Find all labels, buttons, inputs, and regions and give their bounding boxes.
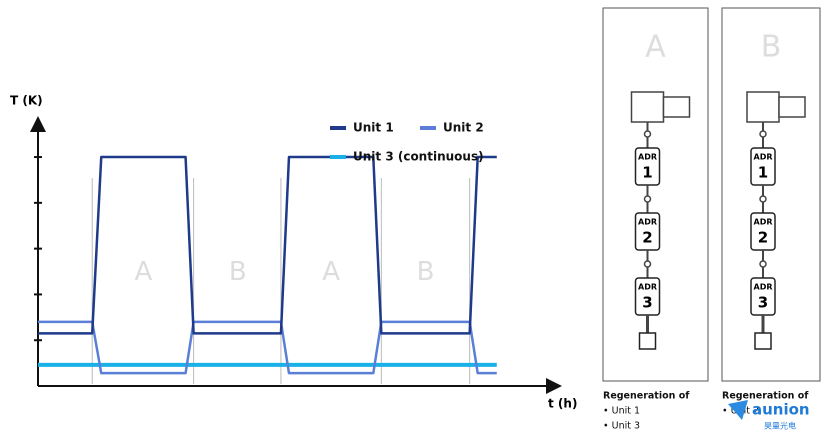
adr-num: 1 [642, 164, 652, 182]
adr-num: 3 [642, 294, 652, 312]
switch [643, 130, 652, 138]
cryo-port [662, 96, 691, 118]
phase-label: A [135, 257, 153, 287]
adr-num: 2 [758, 229, 768, 247]
adr-tag: ADR [638, 153, 657, 162]
adr-num: 3 [758, 294, 768, 312]
adr-tag: ADR [754, 283, 773, 292]
switch [759, 260, 767, 268]
legend-label: Unit 1 [353, 121, 394, 135]
switch [759, 130, 767, 138]
y-axis-label: T (K) [10, 94, 43, 108]
switch [643, 195, 652, 203]
cold-plate [638, 332, 657, 350]
logo-icon [728, 400, 748, 420]
cryo-head [630, 91, 665, 123]
cold-plate [754, 332, 772, 350]
cryo-port [778, 96, 806, 118]
phase-label: B [229, 257, 247, 287]
logo-sub: 昊量光电 [764, 421, 796, 431]
adr-tag: ADR [638, 218, 657, 227]
phase-label: A [322, 257, 340, 287]
x-axis-label: t (h) [548, 397, 577, 411]
caption: Regeneration of [603, 391, 690, 402]
adr-tag: ADR [638, 283, 657, 292]
panel-letter: B [761, 30, 782, 65]
adr-tag: ADR [754, 153, 773, 162]
panel-letter: A [645, 30, 666, 65]
phase-label: B [417, 257, 435, 287]
adr-tag: ADR [754, 218, 773, 227]
switch [643, 260, 652, 268]
legend-label: Unit 2 [443, 121, 484, 135]
panel-frame [602, 7, 709, 382]
caption: • Unit 3 [603, 421, 640, 432]
cryo-head [746, 91, 780, 123]
adr-num: 1 [758, 164, 768, 182]
caption: • Unit 1 [603, 406, 640, 417]
series-line [38, 155, 497, 335]
switch [759, 195, 767, 203]
panel-frame [721, 7, 821, 382]
caption: Regeneration of [722, 391, 809, 402]
logo-name: aunion [752, 401, 810, 419]
adr-num: 2 [642, 229, 652, 247]
legend-label: Unit 3 (continuous) [353, 150, 484, 164]
